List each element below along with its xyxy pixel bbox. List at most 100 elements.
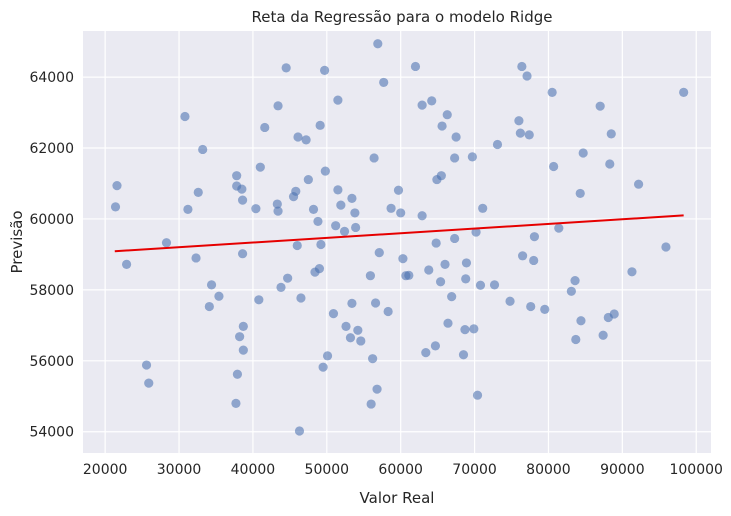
data-point	[315, 120, 325, 130]
data-point	[283, 273, 293, 283]
data-point	[232, 369, 243, 379]
data-point	[183, 204, 193, 214]
data-point	[578, 148, 588, 158]
data-point	[440, 259, 450, 269]
data-point	[294, 426, 305, 436]
data-point	[198, 144, 208, 155]
y-tick-labels: 54000 56000 58000 60000 62000 64000	[29, 70, 74, 441]
data-point	[292, 240, 302, 251]
data-point	[450, 233, 460, 244]
data-point	[369, 153, 379, 163]
data-point	[238, 345, 248, 355]
data-point	[518, 251, 528, 261]
data-point	[374, 248, 384, 258]
data-point	[529, 255, 539, 266]
data-point	[273, 206, 283, 216]
data-point	[206, 280, 217, 290]
data-point	[255, 162, 265, 172]
data-point	[180, 111, 190, 122]
data-point	[110, 202, 121, 212]
data-point	[231, 398, 241, 408]
data-point	[316, 239, 326, 250]
x-tick-label: 40000	[231, 462, 276, 478]
data-point	[417, 211, 427, 221]
data-point	[398, 254, 408, 264]
x-tick-labels: 20000 30000 40000 50000 60000 70000 80000 90000…	[83, 462, 723, 478]
data-point	[424, 265, 434, 275]
data-point	[291, 186, 301, 196]
data-point	[609, 309, 619, 319]
data-point	[451, 132, 461, 142]
data-point	[365, 271, 376, 281]
data-point	[191, 253, 201, 263]
x-tick-label: 100000	[669, 462, 722, 478]
data-point	[529, 232, 540, 242]
data-point	[339, 226, 350, 236]
data-point	[341, 321, 351, 331]
regression-line-group	[114, 214, 684, 253]
data-point	[281, 63, 291, 73]
data-point	[431, 238, 441, 248]
data-point	[430, 341, 441, 351]
y-tick-label: 56000	[29, 354, 74, 370]
data-point	[320, 166, 330, 176]
y-tick-label: 54000	[29, 425, 74, 441]
data-point	[276, 282, 286, 292]
data-point	[472, 390, 483, 400]
data-point	[526, 301, 536, 312]
x-tick-label: 70000	[452, 462, 497, 478]
data-point	[383, 306, 393, 317]
data-point	[347, 193, 357, 203]
data-point	[370, 298, 381, 308]
data-point	[353, 325, 363, 335]
data-point	[333, 95, 343, 105]
data-point	[379, 77, 389, 88]
data-point	[333, 185, 343, 195]
x-tick-label: 90000	[600, 462, 645, 478]
data-point	[404, 270, 414, 280]
data-point	[478, 203, 488, 213]
data-point	[161, 238, 172, 248]
data-point	[251, 204, 261, 214]
x-tick-label: 60000	[378, 462, 423, 478]
data-point	[144, 378, 154, 388]
data-point	[331, 221, 341, 231]
data-point	[427, 96, 437, 106]
data-point	[410, 61, 421, 72]
data-point	[450, 153, 460, 163]
data-point	[318, 362, 328, 372]
data-point	[570, 276, 580, 286]
data-point	[328, 309, 339, 319]
data-point	[469, 324, 479, 334]
x-tick-label: 80000	[526, 462, 571, 478]
data-point	[237, 195, 248, 205]
data-point	[595, 101, 605, 111]
data-point	[296, 293, 306, 303]
data-point	[260, 122, 270, 133]
data-point	[461, 258, 472, 268]
y-tick-label: 64000	[29, 70, 74, 86]
data-point	[517, 61, 527, 72]
data-point	[237, 249, 248, 259]
data-point	[575, 188, 585, 199]
x-tick-label: 50000	[305, 462, 350, 478]
data-point	[237, 184, 247, 194]
data-point	[540, 304, 550, 314]
data-point	[447, 292, 457, 302]
data-point	[214, 291, 224, 301]
data-point	[606, 129, 616, 139]
data-point	[336, 200, 346, 210]
y-tick-label: 60000	[29, 212, 74, 228]
data-point	[443, 318, 453, 328]
data-point	[524, 130, 534, 140]
data-point	[121, 259, 132, 269]
data-point	[492, 139, 503, 150]
data-points	[110, 39, 689, 436]
data-point	[421, 348, 431, 358]
data-point	[435, 277, 446, 287]
data-point	[235, 332, 245, 342]
data-point	[514, 116, 524, 126]
data-point	[393, 185, 404, 195]
data-point	[350, 208, 360, 218]
